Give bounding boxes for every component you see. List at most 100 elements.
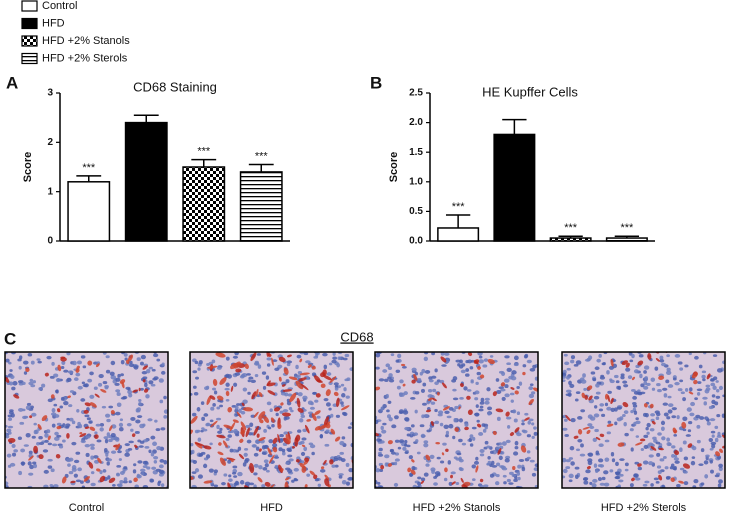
nucleus (643, 434, 649, 438)
nucleus (562, 468, 568, 474)
nucleus (455, 482, 460, 485)
stain (637, 463, 642, 467)
nucleus (611, 458, 616, 463)
nucleus (514, 440, 519, 446)
nucleus (679, 379, 684, 383)
nucleus (53, 403, 58, 407)
nucleus (385, 363, 391, 368)
stain (25, 367, 30, 372)
nucleus (23, 444, 29, 447)
nucleus (272, 443, 278, 448)
nucleus (8, 381, 14, 386)
nucleus (421, 368, 426, 374)
nucleus (332, 352, 336, 356)
nucleus (512, 409, 517, 414)
nucleus (476, 419, 480, 423)
stain (607, 395, 610, 403)
nucleus (477, 352, 483, 356)
stain (66, 432, 70, 439)
nucleus (153, 459, 158, 464)
nucleus (274, 464, 279, 468)
stain (565, 415, 571, 422)
nucleus (6, 453, 12, 458)
nucleus (661, 436, 666, 441)
nucleus (508, 482, 514, 485)
stain (719, 448, 724, 454)
nucleus (38, 435, 43, 440)
nucleus (448, 423, 454, 429)
nucleus (564, 418, 568, 422)
nucleus (694, 397, 698, 401)
nucleus (195, 376, 199, 380)
stain (277, 423, 282, 430)
y-axis-label: Score (22, 152, 34, 183)
nucleus (420, 477, 426, 482)
nucleus (690, 401, 696, 407)
stain (268, 454, 275, 464)
nucleus (394, 415, 399, 420)
stain (291, 445, 296, 449)
nucleus (266, 401, 272, 406)
nucleus (223, 473, 228, 477)
stain (127, 354, 134, 362)
nucleus (671, 445, 676, 449)
micrograph (190, 352, 353, 488)
nucleus (315, 352, 320, 355)
stain (251, 391, 257, 400)
nucleus (32, 380, 37, 384)
nucleus (406, 444, 411, 448)
stain (299, 372, 310, 376)
nucleus (68, 470, 74, 475)
nucleus (297, 429, 302, 433)
bar (437, 227, 480, 242)
nucleus (465, 373, 470, 377)
nucleus (410, 397, 416, 400)
nucleus (225, 437, 230, 441)
stain (298, 377, 307, 382)
nucleus (588, 355, 593, 360)
nucleus (696, 392, 701, 396)
nucleus (663, 393, 668, 398)
nucleus (632, 395, 637, 400)
nucleus (622, 413, 626, 417)
nucleus (563, 353, 568, 357)
stain (722, 445, 725, 449)
nucleus (246, 373, 251, 376)
nucleus (411, 465, 416, 471)
nucleus (633, 369, 639, 374)
nucleus (508, 375, 513, 380)
nucleus (705, 384, 711, 388)
stain (299, 358, 303, 363)
stain (281, 412, 292, 417)
nucleus (440, 352, 445, 356)
nucleus (688, 420, 693, 425)
micrograph-label: HFD +2% Stanols (413, 502, 501, 514)
significance-label: *** (82, 162, 96, 174)
nucleus (319, 469, 326, 473)
nucleus (399, 439, 405, 443)
nucleus (46, 429, 51, 434)
nucleus (478, 408, 484, 412)
nucleus (463, 386, 468, 391)
stain (643, 403, 648, 408)
nucleus (29, 464, 34, 470)
nucleus (160, 427, 166, 431)
nucleus (644, 412, 649, 418)
nucleus (708, 405, 714, 410)
nucleus (340, 404, 345, 407)
nucleus (269, 408, 273, 413)
stain (50, 394, 55, 399)
stain (715, 451, 721, 457)
nucleus (234, 480, 239, 486)
nucleus (594, 405, 598, 409)
nucleus (271, 424, 275, 428)
chart-title: HE Kupffer Cells (482, 84, 578, 99)
nucleus (623, 384, 629, 388)
nucleus (412, 484, 418, 488)
nucleus (709, 418, 716, 422)
nucleus (323, 364, 328, 370)
stain (639, 438, 646, 442)
nucleus (148, 366, 153, 370)
stain (479, 478, 484, 483)
nucleus (715, 395, 721, 399)
